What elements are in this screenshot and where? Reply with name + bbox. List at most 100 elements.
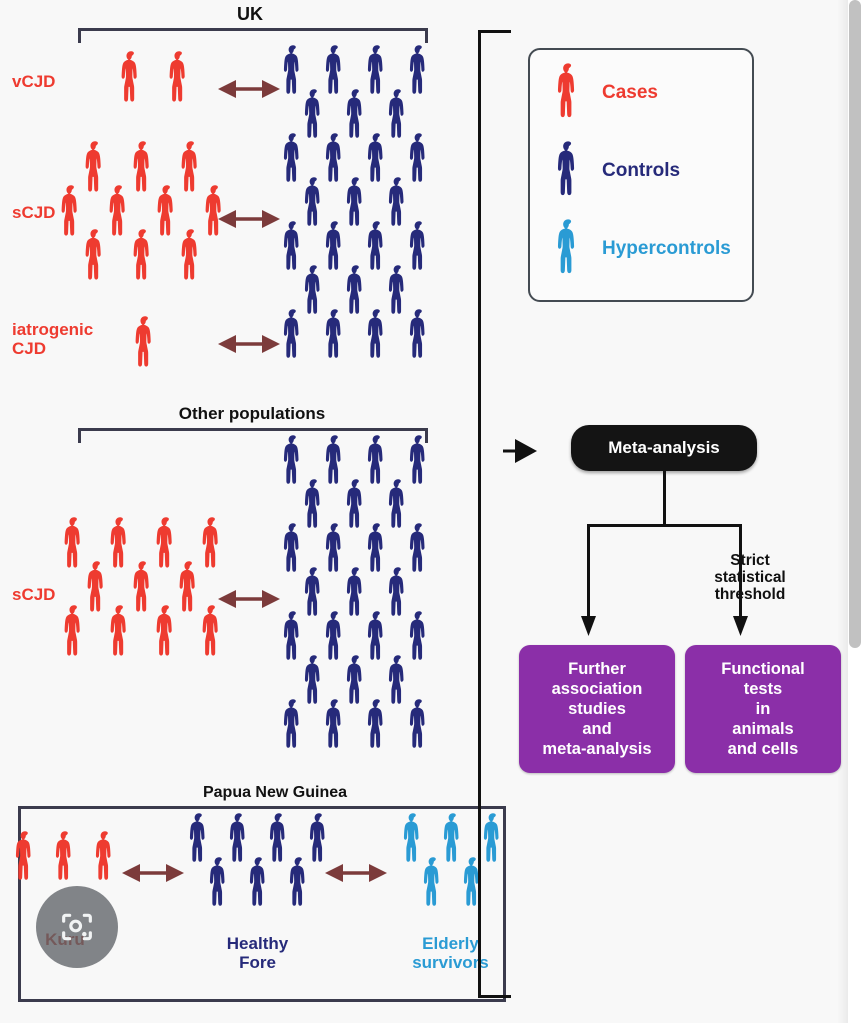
person-icon <box>325 523 341 572</box>
legend-box: Cases Controls Hypercontrols <box>528 48 754 302</box>
person-row <box>283 220 428 276</box>
person-icon <box>367 523 383 572</box>
person-icon <box>304 265 320 314</box>
overall-bracket <box>478 30 511 998</box>
person-icon <box>110 517 126 568</box>
person-row <box>283 698 428 754</box>
legend-item-hypercontrols: Hypercontrols <box>548 218 731 280</box>
person-icon-controls <box>548 140 588 202</box>
cases-grid-uk-iatrogenic <box>110 315 180 367</box>
scrollbar-track[interactable] <box>848 0 862 1023</box>
person-icon <box>325 699 341 748</box>
legend-item-cases: Cases <box>548 62 658 124</box>
person-icon <box>304 479 320 528</box>
person-row <box>283 88 428 144</box>
cases-grid-other-scjd <box>64 516 218 656</box>
person-icon <box>325 221 341 270</box>
person-icon <box>133 229 149 280</box>
figure-canvas: UK vCJD sCJD iatrogenic CJD Other popula… <box>10 4 841 1002</box>
person-icon <box>463 857 479 906</box>
person-icon <box>283 133 299 182</box>
person-icon <box>283 523 299 572</box>
section-title-uk: UK <box>237 4 263 24</box>
png-grid-kuru <box>10 830 120 886</box>
person-row <box>283 610 428 666</box>
flow-arrow-right <box>733 524 748 636</box>
lens-camera-icon <box>62 913 92 941</box>
person-row <box>110 315 180 373</box>
person-icon <box>367 45 383 94</box>
arrow-vcjd <box>218 78 280 105</box>
arrow-scjd-uk <box>218 208 280 235</box>
person-icon <box>283 611 299 660</box>
google-lens-button[interactable] <box>36 886 118 968</box>
person-row <box>100 50 210 108</box>
person-icon <box>283 435 299 484</box>
person-icon <box>181 141 197 192</box>
person-icon <box>64 517 80 568</box>
person-row <box>283 264 428 320</box>
person-row <box>70 560 215 618</box>
person-icon <box>367 435 383 484</box>
person-icon <box>209 857 225 906</box>
person-row <box>283 566 428 622</box>
person-row <box>64 516 218 574</box>
legend-label-controls: Controls <box>602 160 681 181</box>
person-icon <box>367 699 383 748</box>
png-label-healthy-fore: Healthy Fore <box>226 934 289 972</box>
person-icon <box>202 517 218 568</box>
person-icon <box>409 309 425 358</box>
png-grid-elderly-survivors <box>398 812 508 906</box>
person-icon <box>249 857 265 906</box>
person-row <box>283 522 428 578</box>
person-icon <box>135 316 151 367</box>
person-icon <box>557 141 575 196</box>
outcome-box-further-association-studies[interactable]: Further association studies and meta-ana… <box>519 645 675 773</box>
person-icon <box>388 265 404 314</box>
person-icon <box>325 435 341 484</box>
flow-split-horizontal <box>588 524 741 527</box>
person-row <box>283 308 428 364</box>
person-icon <box>346 89 362 138</box>
person-icon <box>388 177 404 226</box>
person-row <box>70 140 215 198</box>
person-icon <box>367 221 383 270</box>
person-row <box>398 856 508 912</box>
meta-analysis-box[interactable]: Meta-analysis <box>571 425 757 471</box>
person-icon <box>346 655 362 704</box>
person-icon <box>304 89 320 138</box>
legend-label-cases: Cases <box>602 82 658 103</box>
outcome-box-functional-tests[interactable]: Functional tests in animals and cells <box>685 645 841 773</box>
person-icon <box>409 523 425 572</box>
person-icon <box>95 831 111 880</box>
person-icon <box>443 813 459 862</box>
legend-item-controls: Controls <box>548 140 680 202</box>
person-icon <box>325 133 341 182</box>
person-icon <box>304 177 320 226</box>
person-row <box>283 478 428 534</box>
person-row <box>10 830 120 886</box>
person-icon <box>409 133 425 182</box>
person-icon <box>388 89 404 138</box>
person-icon <box>423 857 439 906</box>
person-row <box>283 654 428 710</box>
person-icon <box>205 185 221 236</box>
double-arrow-icon <box>122 864 184 882</box>
person-icon <box>367 309 383 358</box>
legend-label-hypercontrols: Hypercontrols <box>602 238 731 259</box>
person-icon <box>55 831 71 880</box>
double-arrow-icon <box>218 590 280 608</box>
cases-grid-uk-vcjd <box>100 50 210 102</box>
person-icon <box>409 699 425 748</box>
arrow-scjd-other <box>218 588 280 615</box>
person-icon <box>283 221 299 270</box>
arrow-png-fore-elderly <box>325 862 387 889</box>
arrow-iatrogenic <box>218 333 280 360</box>
person-icon <box>157 185 173 236</box>
person-row <box>61 184 221 242</box>
person-row <box>283 44 428 100</box>
person-icon <box>64 605 80 656</box>
scrollbar-thumb[interactable] <box>849 0 861 648</box>
section-bracket-papua-new-guinea <box>18 806 506 1002</box>
person-icon-hypercontrols <box>548 218 588 280</box>
